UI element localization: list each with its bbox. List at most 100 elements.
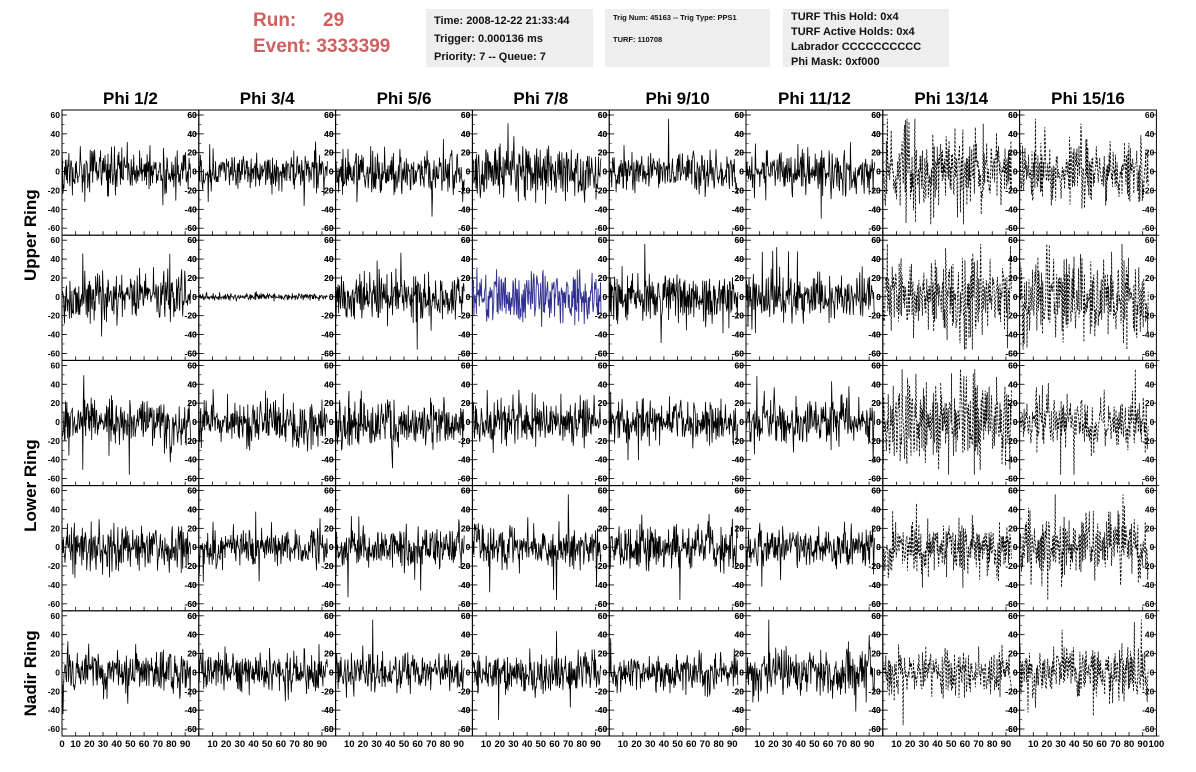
y-tick-label: 20 [871, 398, 881, 408]
y-tick-label: 60 [735, 110, 745, 120]
y-tick-label: -40 [185, 204, 198, 214]
y-tick-label: 0 [55, 667, 60, 677]
x-tick-label: 20 [358, 739, 369, 750]
y-tick-label: -60 [321, 474, 334, 484]
y-tick-label: 20 [187, 649, 197, 659]
x-tick-label: 70 [836, 739, 847, 750]
y-tick-label: 0 [739, 417, 744, 427]
x-tick-label: 60 [412, 739, 423, 750]
y-tick-label: -40 [732, 330, 745, 340]
y-tick-label: 20 [187, 148, 197, 158]
y-tick-label: -20 [48, 185, 61, 195]
x-tick-label: 20 [84, 739, 95, 750]
x-tick-label: 70 [1110, 739, 1121, 750]
y-tick-label: 40 [461, 379, 471, 389]
x-tick-label: 30 [371, 739, 382, 750]
y-tick-label: -20 [1142, 185, 1155, 195]
y-tick-label: 60 [324, 235, 334, 245]
y-tick-label: -20 [869, 436, 882, 446]
y-tick-label: -40 [869, 204, 882, 214]
y-tick-label: 60 [1145, 611, 1155, 621]
y-tick-label: 0 [1013, 542, 1018, 552]
y-tick-label: -60 [185, 223, 198, 233]
y-tick-label: -40 [321, 455, 334, 465]
x-tick-label: 20 [494, 739, 505, 750]
x-tick-label: 70 [426, 739, 437, 750]
row-label: Nadir Ring [21, 630, 40, 716]
y-tick-label: -60 [869, 474, 882, 484]
y-tick-label: 40 [324, 254, 334, 264]
y-tick-label: 60 [598, 235, 608, 245]
y-tick-label: 0 [1150, 417, 1155, 427]
y-tick-label: -20 [595, 185, 608, 195]
turf-this-hold-text: TURF This Hold: 0x4 [791, 11, 899, 23]
y-tick-label: -20 [185, 436, 198, 446]
waveform-trace [608, 243, 739, 344]
x-tick-label: 60 [139, 739, 150, 750]
y-tick-label: 20 [461, 148, 471, 158]
y-tick-label: -40 [595, 705, 608, 715]
y-tick-label: -40 [185, 330, 198, 340]
y-tick-label: -60 [732, 223, 745, 233]
y-tick-label: 40 [871, 504, 881, 514]
y-tick-label: 40 [598, 379, 608, 389]
y-tick-label: 60 [1008, 110, 1018, 120]
x-tick-label: 10 [1028, 739, 1039, 750]
y-tick-label: 60 [598, 110, 608, 120]
y-tick-label: -20 [185, 185, 198, 195]
y-tick-label: 0 [1013, 292, 1018, 302]
y-tick-label: 40 [51, 129, 61, 139]
y-tick-label: -20 [869, 185, 882, 195]
y-tick-label: 60 [735, 235, 745, 245]
waveform-trace [335, 138, 465, 217]
y-tick-label: 20 [598, 649, 608, 659]
y-tick-label: -60 [185, 599, 198, 609]
y-tick-label: 60 [324, 110, 334, 120]
y-tick-label: 20 [187, 273, 197, 283]
y-tick-label: -60 [458, 724, 471, 734]
y-tick-label: -40 [321, 705, 334, 715]
waveform-trace [882, 243, 1012, 350]
y-tick-label: -40 [185, 580, 198, 590]
y-tick-label: -20 [321, 185, 334, 195]
y-tick-label: -60 [595, 348, 608, 358]
y-tick-label: 0 [55, 292, 60, 302]
y-tick-label: -20 [732, 686, 745, 696]
y-tick-label: -60 [458, 348, 471, 358]
x-tick-label: 10 [207, 739, 218, 750]
y-tick-label: -20 [458, 311, 471, 321]
y-tick-label: 60 [187, 110, 197, 120]
y-tick-label: 60 [1008, 360, 1018, 370]
x-tick-label: 90 [180, 739, 191, 750]
y-tick-label: 60 [461, 360, 471, 370]
x-tick-label: 30 [235, 739, 246, 750]
y-tick-label: 20 [735, 148, 745, 158]
y-tick-label: -40 [595, 705, 608, 715]
x-tick-label: 30 [98, 739, 109, 750]
y-tick-label: -60 [185, 474, 198, 484]
y-tick-label: -60 [1142, 223, 1155, 233]
y-tick-label: 40 [461, 630, 471, 640]
x-tick-label: 20 [905, 739, 916, 750]
y-tick-label: 0 [466, 417, 471, 427]
y-tick-label: -40 [185, 705, 198, 715]
y-tick-label: 40 [187, 379, 197, 389]
y-tick-label: -60 [1005, 474, 1018, 484]
x-tick-label: 20 [631, 739, 642, 750]
panel-frame [608, 610, 747, 737]
x-tick-label: 70 [563, 739, 574, 750]
y-tick-label: 40 [598, 379, 608, 389]
run-value: 29 [323, 10, 345, 31]
y-tick-label: 40 [871, 254, 881, 264]
y-tick-label: 40 [735, 254, 745, 264]
y-tick-label: 40 [461, 254, 471, 264]
trig-num-text: Trig Num: 45163 -- Trig Type: PPS1 [613, 13, 737, 22]
y-tick-label: -60 [1005, 599, 1018, 609]
y-tick-label: 0 [602, 417, 607, 427]
waveform-trace [1019, 243, 1149, 350]
y-tick-label: -40 [869, 705, 882, 715]
y-tick-label: 40 [735, 504, 745, 514]
y-tick-label: -60 [595, 724, 608, 734]
y-tick-label: -60 [732, 348, 745, 358]
y-tick-label: 0 [602, 542, 607, 552]
